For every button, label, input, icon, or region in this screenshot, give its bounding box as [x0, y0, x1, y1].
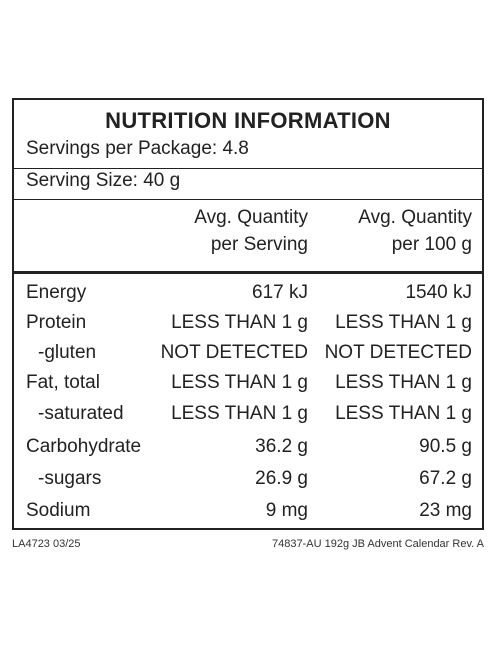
divider: [14, 168, 482, 169]
serving-size: Serving Size: 40 g: [26, 170, 181, 191]
divider: [14, 199, 482, 200]
per-serving-value: NOT DETECTED: [160, 342, 308, 363]
row-label: -sugars: [38, 468, 102, 489]
per-serving-value: LESS THAN 1 g: [171, 312, 308, 333]
row-label: Sodium: [26, 500, 91, 521]
per-100g-value: LESS THAN 1 g: [335, 312, 472, 333]
per-serving-value: 9 mg: [265, 500, 308, 521]
column-header-line: Avg. Quantity: [358, 207, 472, 228]
column-header-per-100g: Avg. Quantity per 100 g: [358, 204, 472, 258]
column-header-line: per Serving: [210, 234, 308, 255]
per-serving-value: 26.9 g: [255, 468, 308, 489]
nutrition-panel: NUTRITION INFORMATION Servings per Packa…: [12, 98, 484, 530]
table-row-saturated: -saturated LESS THAN 1 g LESS THAN 1 g: [14, 399, 482, 429]
per-100g-value: LESS THAN 1 g: [335, 403, 472, 424]
table-row-carbohydrate: Carbohydrate 36.2 g 90.5 g: [14, 432, 482, 462]
table-row-sugars: -sugars 26.9 g 67.2 g: [14, 464, 482, 494]
table-row-energy: Energy 617 kJ 1540 kJ: [14, 278, 482, 308]
per-100g-value: 23 mg: [419, 500, 472, 521]
row-label: Protein: [26, 312, 87, 333]
row-label: -gluten: [38, 342, 97, 363]
servings-per-package: Servings per Package: 4.8: [26, 138, 249, 159]
table-row-fat-total: Fat, total LESS THAN 1 g LESS THAN 1 g: [14, 368, 482, 398]
row-label: Carbohydrate: [26, 436, 142, 457]
row-label: Energy: [26, 282, 87, 303]
per-100g-value: 90.5 g: [419, 436, 472, 457]
per-100g-value: NOT DETECTED: [324, 342, 472, 363]
table-row-sodium: Sodium 9 mg 23 mg: [14, 496, 482, 526]
per-serving-value: LESS THAN 1 g: [171, 372, 308, 393]
batch-code: LA4723 03/25: [12, 538, 81, 550]
row-label: Fat, total: [26, 372, 100, 393]
panel-title: NUTRITION INFORMATION: [105, 108, 391, 133]
divider-thick: [14, 271, 482, 274]
per-100g-value: LESS THAN 1 g: [335, 372, 472, 393]
product-code: 74837-AU 192g JB Advent Calendar Rev. A: [272, 538, 484, 550]
per-100g-value: 67.2 g: [419, 468, 472, 489]
table-row-protein: Protein LESS THAN 1 g LESS THAN 1 g: [14, 308, 482, 338]
column-header-per-serving: Avg. Quantity per Serving: [194, 204, 308, 258]
per-100g-value: 1540 kJ: [405, 282, 472, 303]
per-serving-value: 36.2 g: [255, 436, 308, 457]
column-header-line: Avg. Quantity: [194, 207, 308, 228]
row-label: -saturated: [38, 403, 124, 424]
table-row-gluten: -gluten NOT DETECTED NOT DETECTED: [14, 338, 482, 368]
column-header-line: per 100 g: [391, 234, 472, 255]
per-serving-value: 617 kJ: [252, 282, 308, 303]
per-serving-value: LESS THAN 1 g: [171, 403, 308, 424]
